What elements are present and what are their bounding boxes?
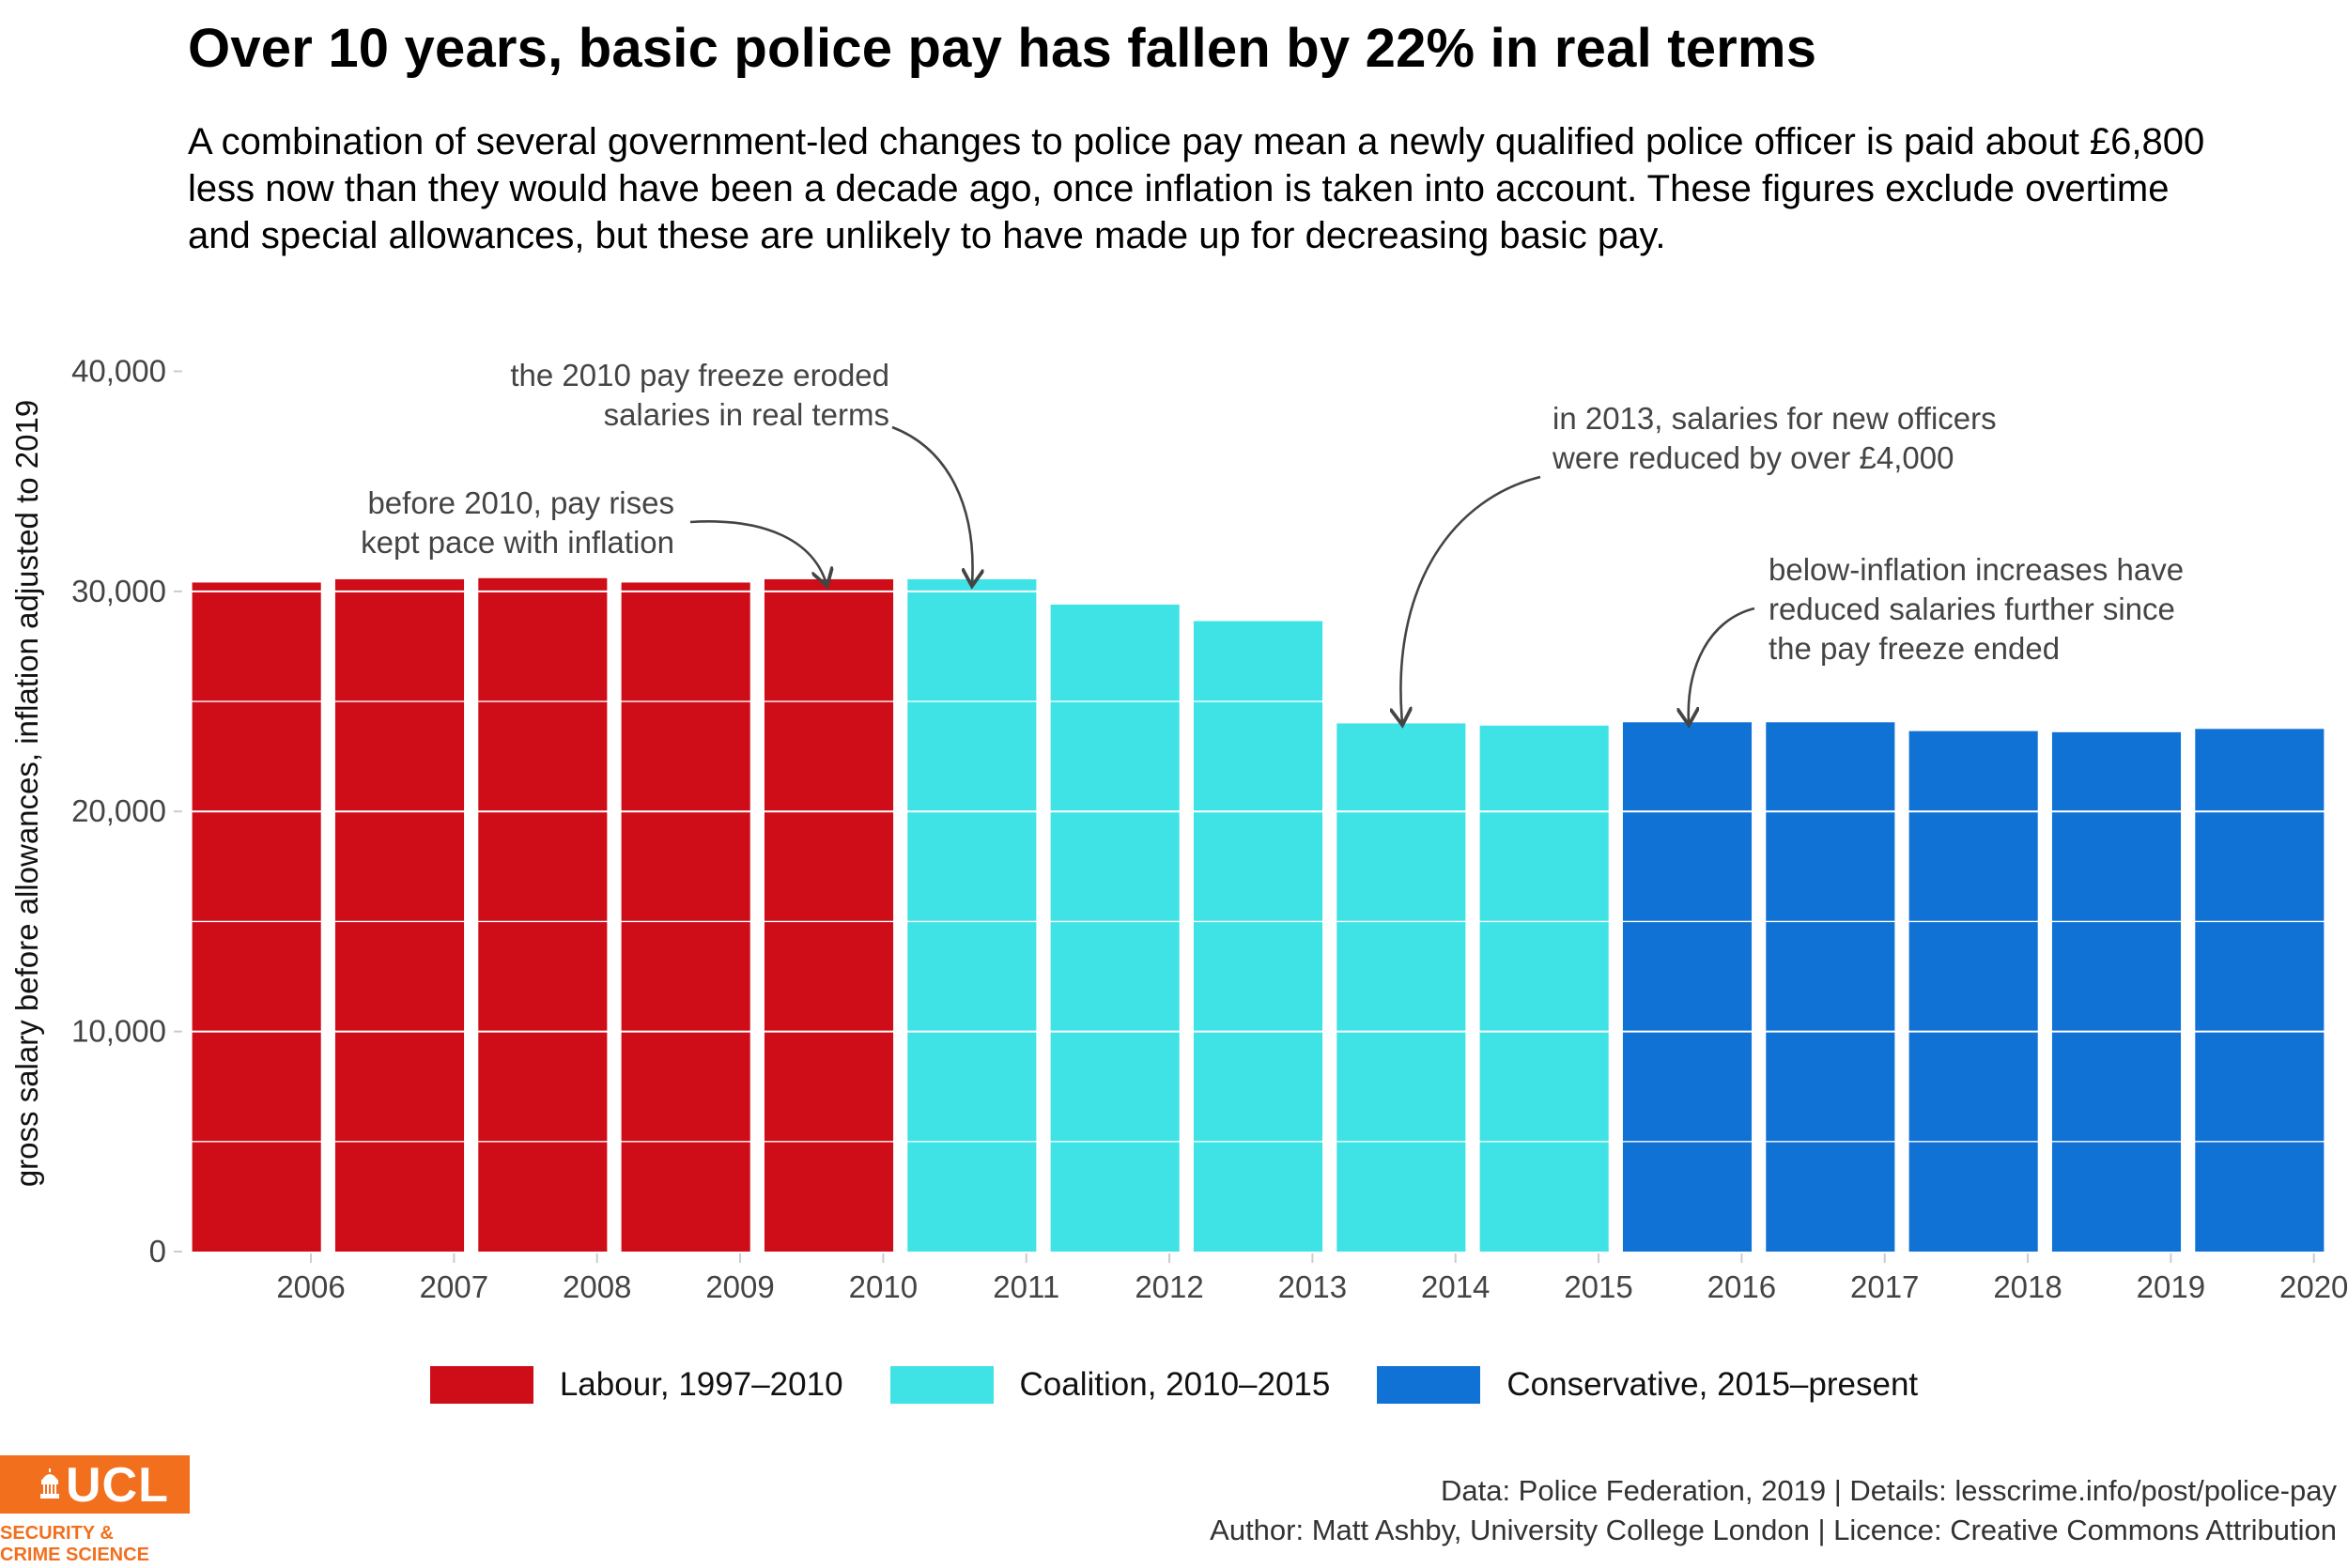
portico-icon xyxy=(40,1468,59,1499)
annotations: before 2010, pay rises kept pace with inf… xyxy=(361,358,2184,723)
y-tick-label: 20,000 xyxy=(71,793,166,828)
x-tick-label: 2018 xyxy=(1993,1269,2062,1304)
bar-2012 xyxy=(1050,604,1180,1252)
legend-label: Coalition, 2010–2015 xyxy=(1019,1366,1331,1403)
annotation-a2: the 2010 pay freeze eroded salaries in re… xyxy=(510,358,972,584)
legend: Labour, 1997–2010 Coalition, 2010–2015 Con… xyxy=(0,1366,2348,1404)
ucl-logo: UCL SECURITY & CRIME SCIENCE xyxy=(0,1455,197,1568)
footer-author: Author: Matt Ashby, University College L… xyxy=(1210,1514,2337,1546)
x-tick-label: 2007 xyxy=(420,1269,488,1304)
bar-2020 xyxy=(2195,729,2325,1252)
annotation-arrow xyxy=(1400,475,1541,723)
x-tick-label: 2017 xyxy=(1850,1269,1919,1304)
x-tick-label: 2019 xyxy=(2137,1269,2205,1304)
x-tick-label: 2009 xyxy=(705,1269,774,1304)
legend-item: Coalition, 2010–2015 xyxy=(889,1366,1331,1404)
x-tick-label: 2011 xyxy=(993,1269,1059,1304)
legend-label: Conservative, 2015–present xyxy=(1506,1366,1919,1403)
annotation-line: the pay freeze ended xyxy=(1769,631,2060,666)
legend-label: Labour, 1997–2010 xyxy=(559,1366,843,1403)
footer-source: Data: Police Federation, 2019 | Details:… xyxy=(1440,1474,2337,1507)
y-tick-label: 0 xyxy=(149,1234,166,1268)
y-axis-label: gross salary before allowances, inflatio… xyxy=(9,400,44,1187)
x-tick-label: 2010 xyxy=(849,1269,918,1304)
bars xyxy=(185,370,2331,1252)
annotation-line: before 2010, pay rises xyxy=(367,485,674,520)
bar-2019 xyxy=(2051,731,2182,1252)
bar-2016 xyxy=(1622,722,1753,1252)
legend-swatch xyxy=(429,1366,533,1404)
bar-2014 xyxy=(1336,723,1466,1252)
annotation-arrow xyxy=(891,425,973,584)
x-tick-label: 2012 xyxy=(1135,1269,1203,1304)
bar-2008 xyxy=(478,577,608,1252)
annotation-line: kept pace with inflation xyxy=(361,525,674,560)
chart-subtitle: A combination of several government-led … xyxy=(188,121,2205,256)
bar-2013 xyxy=(1193,621,1323,1252)
chart-title: Over 10 years, basic police pay has fall… xyxy=(188,18,1817,79)
annotation-a4: below-inflation increases have reduced sa… xyxy=(1689,552,2184,723)
footer: Data: Police Federation, 2019 | Details:… xyxy=(1210,1471,2337,1550)
bar-2006 xyxy=(192,582,321,1252)
bar-2015 xyxy=(1479,725,1609,1252)
bar-2011 xyxy=(907,578,1037,1252)
annotation-line: the 2010 pay freeze eroded xyxy=(510,358,889,392)
y-tick-label: 30,000 xyxy=(71,574,166,608)
annotation-a1: before 2010, pay rises kept pace with inf… xyxy=(361,485,826,584)
bar-2009 xyxy=(621,582,750,1252)
annotation-line: salaries in real terms xyxy=(604,397,889,432)
bar-chart: 0 10,000 20,000 30,000 40,000 2006 2007 2008 200… xyxy=(9,353,2348,1304)
x-tick-label: 2014 xyxy=(1421,1269,1490,1304)
annotation-arrow xyxy=(1689,607,1755,723)
x-tick-label: 2013 xyxy=(1278,1269,1347,1304)
bar-2018 xyxy=(1908,730,2038,1252)
bar-2007 xyxy=(334,578,465,1252)
x-tick-label: 2020 xyxy=(2279,1269,2348,1304)
logo-subtext: SECURITY & CRIME SCIENCE xyxy=(0,1523,149,1565)
x-tick-label: 2008 xyxy=(563,1269,631,1304)
legend-swatch xyxy=(1377,1366,1481,1404)
bar-2010 xyxy=(764,578,894,1252)
annotation-arrow xyxy=(689,520,826,584)
legend-item: Labour, 1997–2010 xyxy=(429,1366,843,1404)
x-tick-label: 2016 xyxy=(1707,1269,1776,1304)
logo-wordmark: UCL xyxy=(66,1458,169,1513)
legend-swatch xyxy=(889,1366,994,1404)
y-tick-label: 40,000 xyxy=(71,353,166,388)
annotation-line: in 2013, salaries for new officers xyxy=(1552,401,1997,436)
axes: 0 10,000 20,000 30,000 40,000 2006 2007 2008 200… xyxy=(71,353,2348,1304)
annotation-line: were reduced by over £4,000 xyxy=(1552,440,1954,475)
x-tick-label: 2015 xyxy=(1564,1269,1632,1304)
annotation-line: reduced salaries further since xyxy=(1769,592,2175,626)
bar-2017 xyxy=(1766,722,1895,1252)
y-tick-label: 10,000 xyxy=(71,1014,166,1049)
x-tick-label: 2006 xyxy=(276,1269,345,1304)
annotation-a3: in 2013, salaries for new officers were r… xyxy=(1400,401,1997,723)
annotation-line: below-inflation increases have xyxy=(1769,552,2184,587)
logo-badge xyxy=(0,1455,190,1514)
legend-item: Conservative, 2015–present xyxy=(1377,1366,1918,1404)
